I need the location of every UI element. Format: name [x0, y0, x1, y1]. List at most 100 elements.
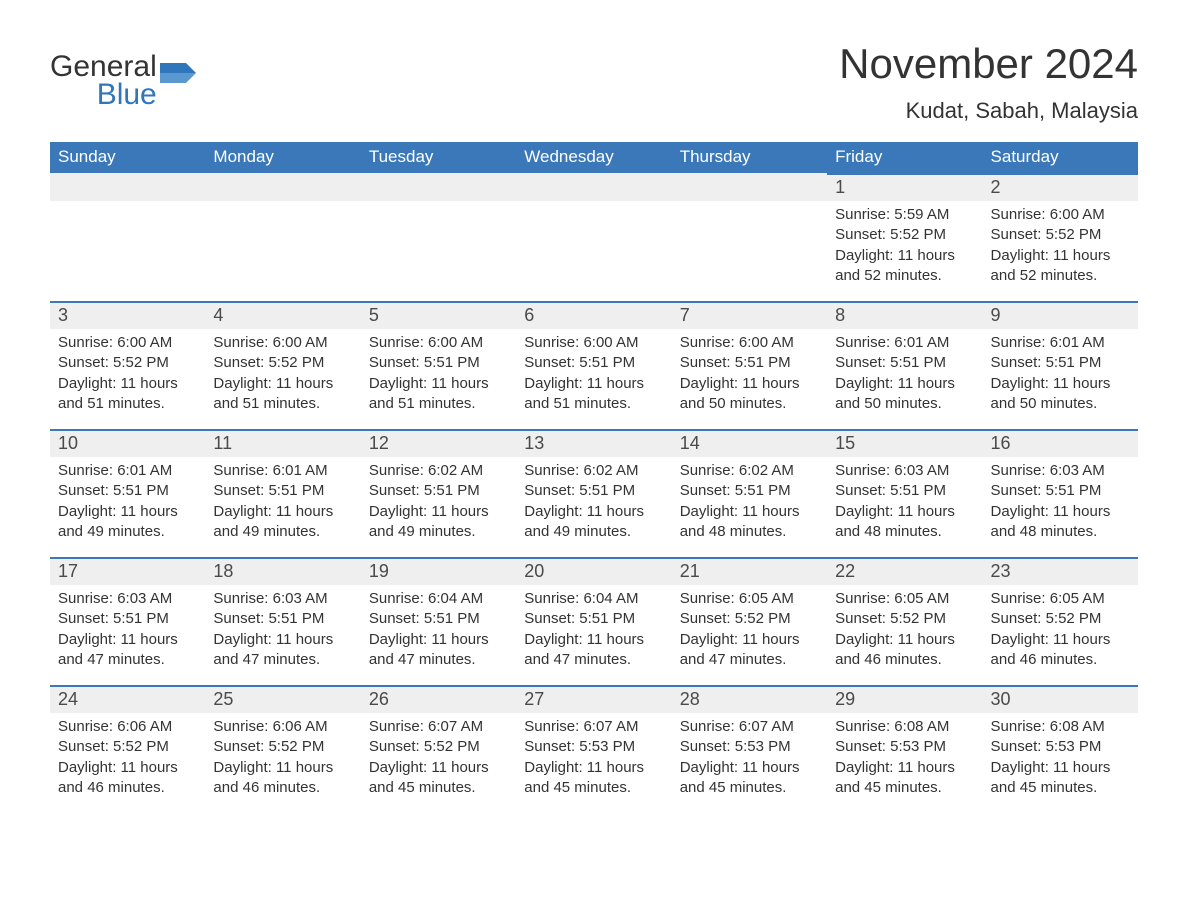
brand-logo: General Blue [50, 52, 196, 112]
empty-day-bar [516, 173, 671, 201]
day-number: 27 [516, 685, 671, 713]
daylight-line: Daylight: 11 hours and 49 minutes. [213, 502, 352, 543]
day-number: 26 [361, 685, 516, 713]
daylight-line: Daylight: 11 hours and 51 minutes. [58, 374, 197, 415]
calendar-cell: 23Sunrise: 6:05 AMSunset: 5:52 PMDayligh… [983, 557, 1138, 685]
daylight-line: Daylight: 11 hours and 47 minutes. [369, 630, 508, 671]
sunset-line: Sunset: 5:51 PM [213, 609, 352, 629]
daylight-line: Daylight: 11 hours and 48 minutes. [835, 502, 974, 543]
sunset-line: Sunset: 5:53 PM [524, 737, 663, 757]
calendar-cell: 2Sunrise: 6:00 AMSunset: 5:52 PMDaylight… [983, 173, 1138, 301]
empty-day-bar [361, 173, 516, 201]
sunrise-line: Sunrise: 6:08 AM [835, 717, 974, 737]
calendar-cell: 7Sunrise: 6:00 AMSunset: 5:51 PMDaylight… [672, 301, 827, 429]
sunrise-line: Sunrise: 6:01 AM [213, 461, 352, 481]
day-details: Sunrise: 6:02 AMSunset: 5:51 PMDaylight:… [516, 457, 671, 548]
calendar-cell: 26Sunrise: 6:07 AMSunset: 5:52 PMDayligh… [361, 685, 516, 813]
day-number: 11 [205, 429, 360, 457]
day-number: 12 [361, 429, 516, 457]
sunrise-line: Sunrise: 6:00 AM [369, 333, 508, 353]
day-details: Sunrise: 6:04 AMSunset: 5:51 PMDaylight:… [361, 585, 516, 676]
sunset-line: Sunset: 5:52 PM [991, 609, 1130, 629]
sunset-line: Sunset: 5:51 PM [524, 353, 663, 373]
calendar-cell: 22Sunrise: 6:05 AMSunset: 5:52 PMDayligh… [827, 557, 982, 685]
sunrise-line: Sunrise: 6:01 AM [835, 333, 974, 353]
calendar-cell [50, 173, 205, 301]
sunset-line: Sunset: 5:51 PM [991, 353, 1130, 373]
daylight-line: Daylight: 11 hours and 50 minutes. [680, 374, 819, 415]
day-details: Sunrise: 6:06 AMSunset: 5:52 PMDaylight:… [50, 713, 205, 804]
day-details: Sunrise: 6:02 AMSunset: 5:51 PMDaylight:… [672, 457, 827, 548]
calendar-cell: 1Sunrise: 5:59 AMSunset: 5:52 PMDaylight… [827, 173, 982, 301]
day-details: Sunrise: 6:08 AMSunset: 5:53 PMDaylight:… [983, 713, 1138, 804]
sunrise-line: Sunrise: 6:07 AM [680, 717, 819, 737]
day-header: Friday [827, 142, 982, 173]
calendar-cell: 28Sunrise: 6:07 AMSunset: 5:53 PMDayligh… [672, 685, 827, 813]
day-details: Sunrise: 5:59 AMSunset: 5:52 PMDaylight:… [827, 201, 982, 292]
calendar-cell: 17Sunrise: 6:03 AMSunset: 5:51 PMDayligh… [50, 557, 205, 685]
day-number: 1 [827, 173, 982, 201]
day-details: Sunrise: 6:08 AMSunset: 5:53 PMDaylight:… [827, 713, 982, 804]
day-number: 13 [516, 429, 671, 457]
daylight-line: Daylight: 11 hours and 47 minutes. [680, 630, 819, 671]
day-number: 9 [983, 301, 1138, 329]
sunrise-line: Sunrise: 6:06 AM [213, 717, 352, 737]
day-details: Sunrise: 6:00 AMSunset: 5:51 PMDaylight:… [516, 329, 671, 420]
day-details: Sunrise: 6:03 AMSunset: 5:51 PMDaylight:… [827, 457, 982, 548]
sunrise-line: Sunrise: 6:00 AM [991, 205, 1130, 225]
calendar-cell: 14Sunrise: 6:02 AMSunset: 5:51 PMDayligh… [672, 429, 827, 557]
daylight-line: Daylight: 11 hours and 46 minutes. [991, 630, 1130, 671]
daylight-line: Daylight: 11 hours and 49 minutes. [524, 502, 663, 543]
day-details: Sunrise: 6:01 AMSunset: 5:51 PMDaylight:… [205, 457, 360, 548]
calendar-cell: 10Sunrise: 6:01 AMSunset: 5:51 PMDayligh… [50, 429, 205, 557]
sunrise-line: Sunrise: 6:05 AM [991, 589, 1130, 609]
day-number: 16 [983, 429, 1138, 457]
sunrise-line: Sunrise: 6:02 AM [369, 461, 508, 481]
sunset-line: Sunset: 5:53 PM [835, 737, 974, 757]
day-number: 21 [672, 557, 827, 585]
daylight-line: Daylight: 11 hours and 46 minutes. [213, 758, 352, 799]
sunset-line: Sunset: 5:52 PM [369, 737, 508, 757]
day-number: 2 [983, 173, 1138, 201]
day-number: 18 [205, 557, 360, 585]
calendar-cell: 19Sunrise: 6:04 AMSunset: 5:51 PMDayligh… [361, 557, 516, 685]
sunrise-line: Sunrise: 6:01 AM [991, 333, 1130, 353]
sunrise-line: Sunrise: 6:05 AM [680, 589, 819, 609]
day-number: 28 [672, 685, 827, 713]
day-details: Sunrise: 6:03 AMSunset: 5:51 PMDaylight:… [50, 585, 205, 676]
day-details: Sunrise: 6:00 AMSunset: 5:52 PMDaylight:… [983, 201, 1138, 292]
calendar-cell: 12Sunrise: 6:02 AMSunset: 5:51 PMDayligh… [361, 429, 516, 557]
day-number: 14 [672, 429, 827, 457]
calendar-cell: 15Sunrise: 6:03 AMSunset: 5:51 PMDayligh… [827, 429, 982, 557]
calendar-row: 10Sunrise: 6:01 AMSunset: 5:51 PMDayligh… [50, 429, 1138, 557]
sunrise-line: Sunrise: 6:03 AM [835, 461, 974, 481]
day-number: 3 [50, 301, 205, 329]
calendar-cell: 6Sunrise: 6:00 AMSunset: 5:51 PMDaylight… [516, 301, 671, 429]
day-details: Sunrise: 6:07 AMSunset: 5:53 PMDaylight:… [672, 713, 827, 804]
sunset-line: Sunset: 5:53 PM [680, 737, 819, 757]
day-details: Sunrise: 6:07 AMSunset: 5:52 PMDaylight:… [361, 713, 516, 804]
sunrise-line: Sunrise: 6:00 AM [58, 333, 197, 353]
sunset-line: Sunset: 5:51 PM [213, 481, 352, 501]
sunset-line: Sunset: 5:51 PM [369, 609, 508, 629]
calendar-cell: 20Sunrise: 6:04 AMSunset: 5:51 PMDayligh… [516, 557, 671, 685]
calendar-row: 3 Sunrise: 6:00 AM Sunset: 5:52 PM Daylight… [50, 301, 1138, 429]
calendar-cell: 29Sunrise: 6:08 AMSunset: 5:53 PMDayligh… [827, 685, 982, 813]
daylight-line: Daylight: 11 hours and 51 minutes. [369, 374, 508, 415]
day-header: Thursday [672, 142, 827, 173]
day-number: 29 [827, 685, 982, 713]
sunset-line: Sunset: 5:52 PM [991, 225, 1130, 245]
daylight-line: Daylight: 11 hours and 46 minutes. [58, 758, 197, 799]
sunset-line: Sunset: 5:52 PM [835, 609, 974, 629]
sunset-line: Sunset: 5:52 PM [213, 353, 352, 373]
daylight-line: Daylight: 11 hours and 45 minutes. [680, 758, 819, 799]
sunrise-line: Sunrise: 6:01 AM [58, 461, 197, 481]
daylight-line: Daylight: 11 hours and 51 minutes. [524, 374, 663, 415]
day-number: 30 [983, 685, 1138, 713]
calendar-cell: 24Sunrise: 6:06 AMSunset: 5:52 PMDayligh… [50, 685, 205, 813]
day-details: Sunrise: 6:05 AMSunset: 5:52 PMDaylight:… [672, 585, 827, 676]
flag-icon [160, 61, 196, 85]
empty-day-bar [205, 173, 360, 201]
sunset-line: Sunset: 5:51 PM [369, 353, 508, 373]
calendar-cell [672, 173, 827, 301]
